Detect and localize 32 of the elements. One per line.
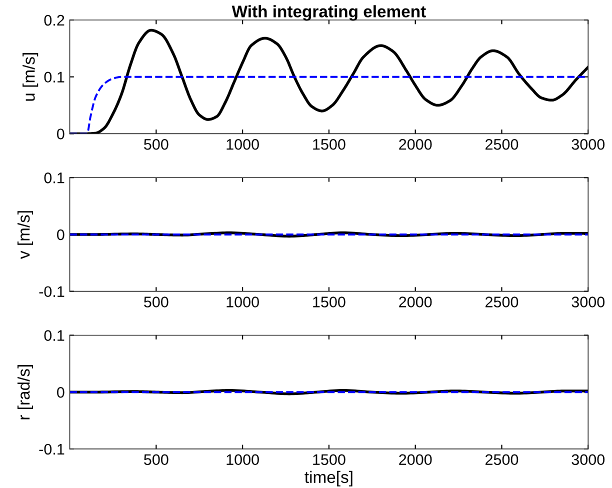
chart-title: With integrating element — [232, 5, 426, 21]
x-tick-label: 2000 — [399, 296, 432, 308]
x-tick-label: 1000 — [226, 138, 259, 150]
x-tick-label: 500 — [144, 454, 168, 466]
y-axis-title: u [m/s] — [22, 53, 38, 101]
y-tick-label: 0.1 — [44, 72, 64, 83]
y-tick-label: 0.2 — [44, 14, 64, 26]
x-tick-label: 1500 — [313, 138, 346, 150]
y-tick-label: 0.1 — [44, 172, 64, 184]
y-tick-label: 0 — [57, 386, 64, 398]
x-tick-label: 2000 — [399, 454, 432, 466]
x-tick-label: 2500 — [486, 296, 518, 308]
x-tick-label: 1000 — [226, 296, 259, 308]
y-tick-label: 0 — [57, 229, 64, 240]
x-tick-label: 1000 — [226, 454, 259, 466]
y-axis-title: v [m/s] — [17, 211, 34, 259]
x-axis-title: time[s] — [304, 470, 352, 486]
x-tick-label: 3000 — [572, 296, 605, 308]
x-tick-label: 1500 — [313, 296, 346, 308]
y-tick-label: -0.1 — [39, 444, 64, 455]
x-tick-label: 3000 — [572, 138, 605, 150]
x-tick-label: 2500 — [486, 138, 518, 150]
x-tick-label: 500 — [144, 138, 168, 150]
x-tick-label: 2500 — [486, 454, 518, 466]
x-tick-label: 3000 — [572, 454, 605, 466]
x-tick-label: 1500 — [313, 454, 346, 466]
y-tick-label: -0.1 — [39, 286, 64, 298]
x-tick-label: 2000 — [399, 138, 432, 150]
x-tick-label: 500 — [144, 296, 168, 308]
y-tick-label: 0.1 — [44, 330, 64, 341]
y-tick-label: 0 — [57, 128, 64, 140]
y-axis-title: r [rad/s] — [17, 365, 34, 420]
